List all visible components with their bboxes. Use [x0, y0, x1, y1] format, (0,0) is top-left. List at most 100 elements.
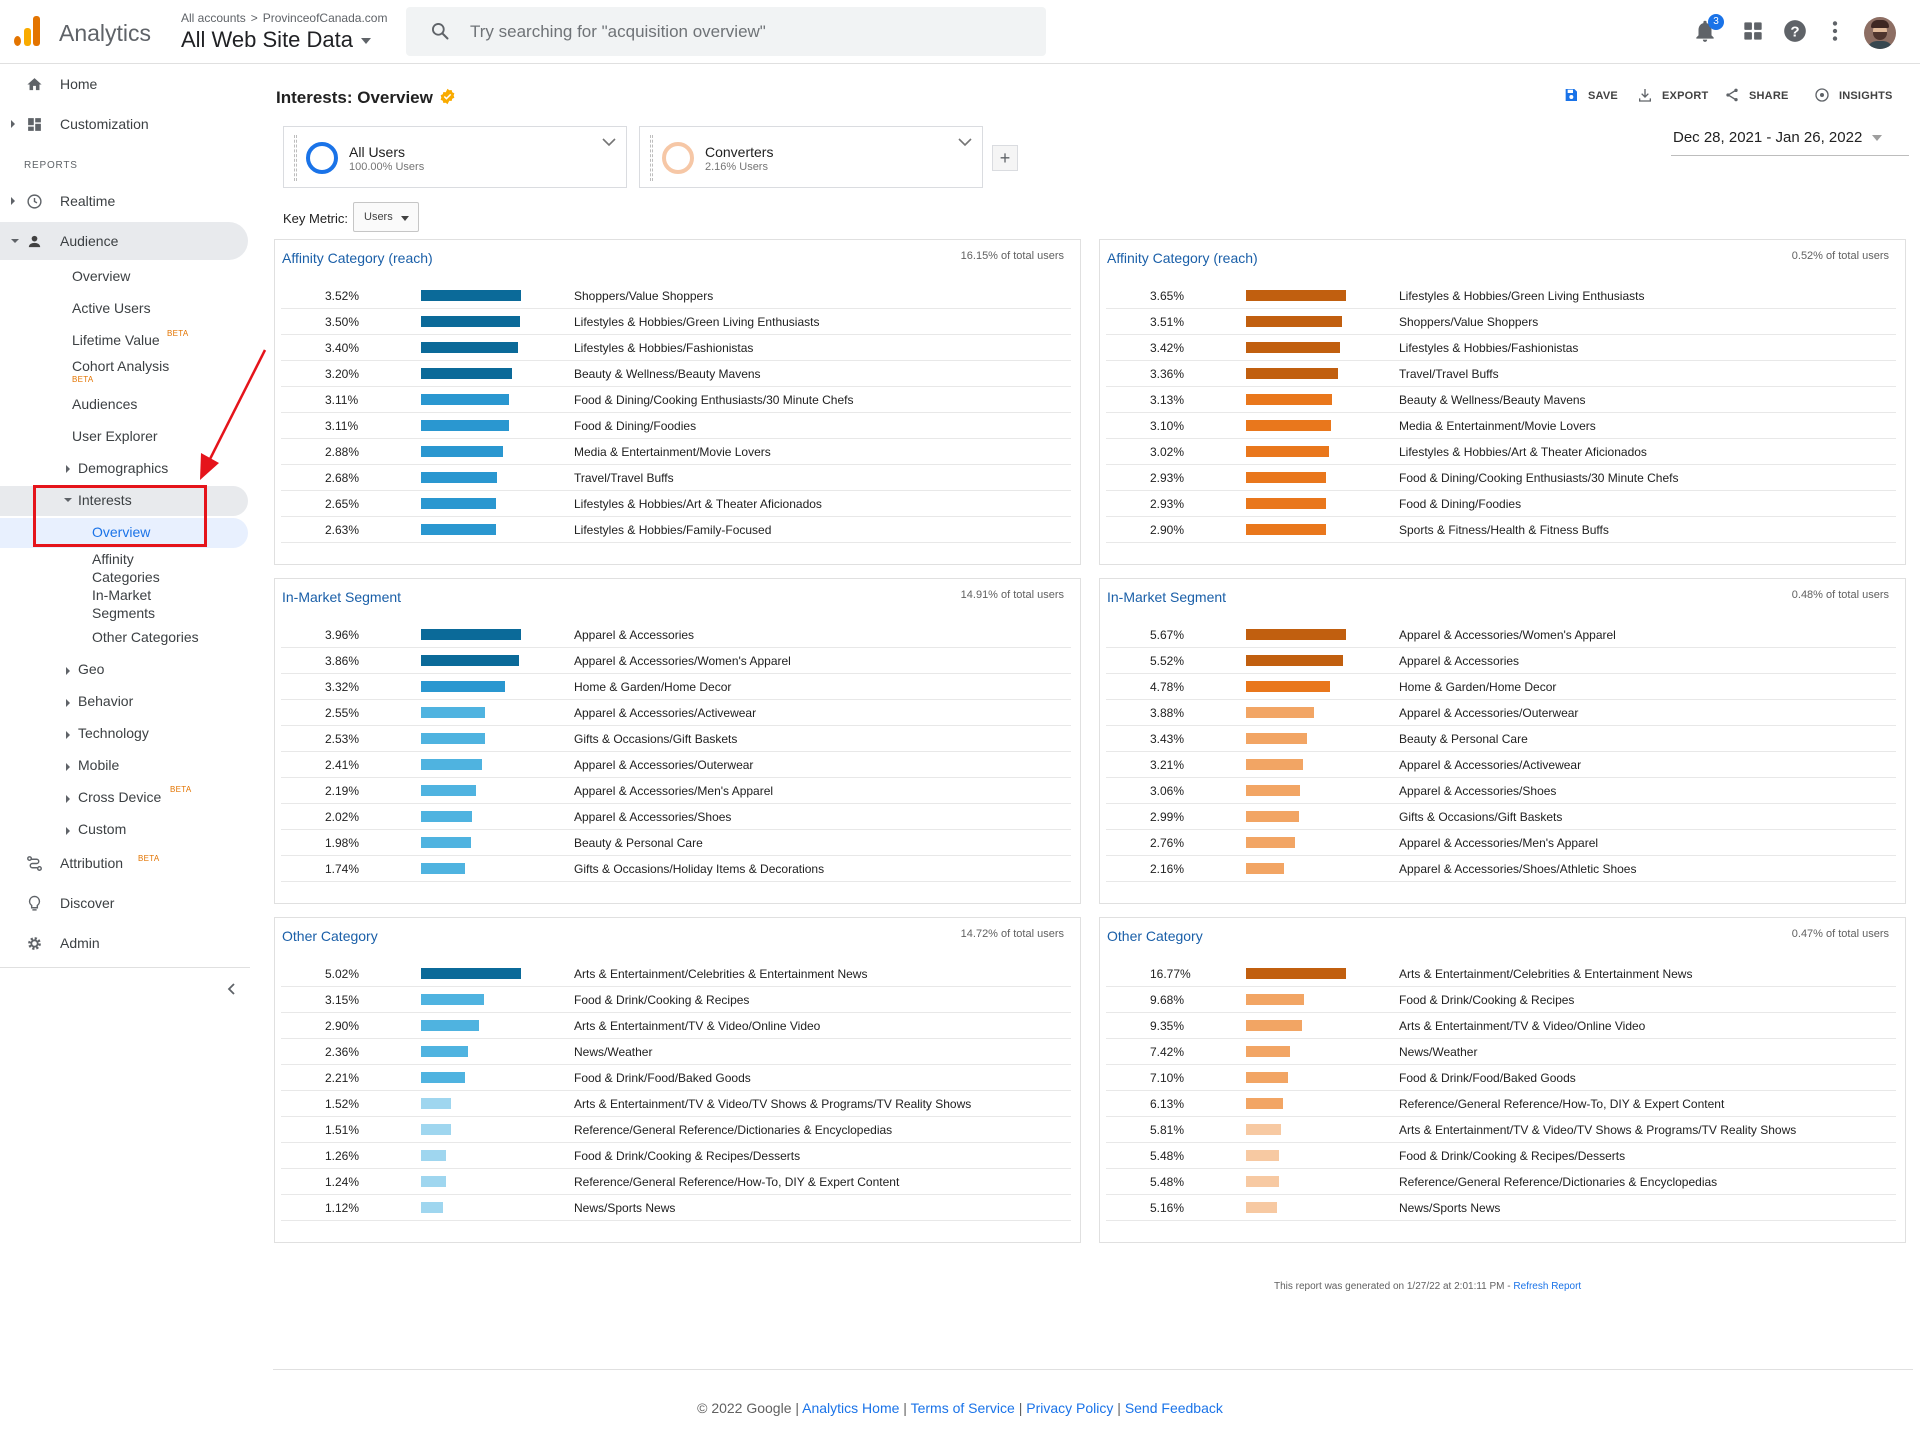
date-range-picker[interactable]: Dec 28, 2021 - Jan 26, 2022: [1673, 129, 1883, 146]
table-row[interactable]: 5.48% Reference/General Reference/Diction…: [1106, 1169, 1896, 1195]
sidebar-item-customization[interactable]: Customization: [0, 109, 250, 139]
table-row[interactable]: 2.93% Food & Dining/Cooking Enthusiasts/3…: [1106, 465, 1896, 491]
sidebar-item-admin[interactable]: Admin: [0, 928, 250, 958]
sidebar-item-discover[interactable]: Discover: [0, 888, 250, 918]
table-row[interactable]: 2.55% Apparel & Accessories/Activewear: [281, 700, 1071, 726]
table-row[interactable]: 2.65% Lifestyles & Hobbies/Art & Theater …: [281, 491, 1071, 517]
table-row[interactable]: 2.88% Media & Entertainment/Movie Lovers: [281, 439, 1071, 465]
table-row[interactable]: 9.35% Arts & Entertainment/TV & Video/Onl…: [1106, 1013, 1896, 1039]
footer-link-privacy[interactable]: Privacy Policy: [1026, 1400, 1114, 1416]
table-row[interactable]: 2.76% Apparel & Accessories/Men's Apparel: [1106, 830, 1896, 856]
table-row[interactable]: 2.41% Apparel & Accessories/Outerwear: [281, 752, 1071, 778]
table-row[interactable]: 5.02% Arts & Entertainment/Celebrities & …: [281, 961, 1071, 987]
table-row[interactable]: 3.88% Apparel & Accessories/Outerwear: [1106, 700, 1896, 726]
table-row[interactable]: 1.51% Reference/General Reference/Diction…: [281, 1117, 1071, 1143]
collapse-sidebar-chevron-icon[interactable]: [225, 982, 239, 996]
sidebar-item-home[interactable]: Home: [0, 69, 250, 99]
sidebar-item-affinity-categories[interactable]: Affinity Categories: [92, 550, 160, 586]
table-row[interactable]: 7.10% Food & Drink/Food/Baked Goods: [1106, 1065, 1896, 1091]
more-vert-icon[interactable]: [1822, 18, 1848, 44]
sidebar-item-audience-overview[interactable]: Overview: [72, 268, 131, 284]
table-row[interactable]: 2.16% Apparel & Accessories/Shoes/Athleti…: [1106, 856, 1896, 882]
table-row[interactable]: 3.15% Food & Drink/Cooking & Recipes: [281, 987, 1071, 1013]
sidebar-item-audiences[interactable]: Audiences: [72, 396, 138, 412]
account-selector[interactable]: All accounts > ProvinceofCanada.com All We…: [181, 11, 387, 53]
sidebar-item-other-categories[interactable]: Other Categories: [92, 629, 199, 645]
segment-all-users[interactable]: All Users 100.00% Users: [283, 126, 627, 188]
table-row[interactable]: 3.11% Food & Dining/Cooking Enthusiasts/3…: [281, 387, 1071, 413]
table-row[interactable]: 2.90% Sports & Fitness/Health & Fitness B…: [1106, 517, 1896, 543]
table-row[interactable]: 3.13% Beauty & Wellness/Beauty Mavens: [1106, 387, 1896, 413]
table-row[interactable]: 2.90% Arts & Entertainment/TV & Video/Onl…: [281, 1013, 1071, 1039]
sidebar-item-demographics[interactable]: Demographics: [78, 460, 169, 476]
panel-title-link[interactable]: In-Market Segment: [282, 589, 402, 605]
refresh-report-link[interactable]: Refresh Report: [1513, 1281, 1582, 1292]
table-row[interactable]: 6.13% Reference/General Reference/How-To,…: [1106, 1091, 1896, 1117]
table-row[interactable]: 2.68% Travel/Travel Buffs: [281, 465, 1071, 491]
table-row[interactable]: 1.12% News/Sports News: [281, 1195, 1071, 1221]
table-row[interactable]: 5.81% Arts & Entertainment/TV & Video/TV …: [1106, 1117, 1896, 1143]
chevron-down-icon[interactable]: [958, 137, 972, 147]
table-row[interactable]: 3.10% Media & Entertainment/Movie Lovers: [1106, 413, 1896, 439]
footer-link-feedback[interactable]: Send Feedback: [1124, 1400, 1223, 1416]
table-row[interactable]: 3.11% Food & Dining/Foodies: [281, 413, 1071, 439]
table-row[interactable]: 2.99% Gifts & Occasions/Gift Baskets: [1106, 804, 1896, 830]
table-row[interactable]: 3.65% Lifestyles & Hobbies/Green Living E…: [1106, 283, 1896, 309]
key-metric-select[interactable]: Users: [353, 202, 419, 232]
table-row[interactable]: 1.26% Food & Drink/Cooking & Recipes/Dess…: [281, 1143, 1071, 1169]
table-row[interactable]: 16.77% Arts & Entertainment/Celebrities &…: [1106, 961, 1896, 987]
table-row[interactable]: 1.74% Gifts & Occasions/Holiday Items & D…: [281, 856, 1071, 882]
table-row[interactable]: 3.40% Lifestyles & Hobbies/Fashionistas: [281, 335, 1071, 361]
sidebar-item-cohort-analysis[interactable]: Cohort Analysis: [72, 358, 170, 374]
table-row[interactable]: 3.06% Apparel & Accessories/Shoes: [1106, 778, 1896, 804]
drag-handle-icon[interactable]: [294, 135, 297, 181]
table-row[interactable]: 3.86% Apparel & Accessories/Women's Appar…: [281, 648, 1071, 674]
sidebar-item-realtime[interactable]: Realtime: [0, 186, 250, 216]
add-segment-button[interactable]: +: [992, 145, 1018, 171]
table-row[interactable]: 7.42% News/Weather: [1106, 1039, 1896, 1065]
table-row[interactable]: 2.19% Apparel & Accessories/Men's Apparel: [281, 778, 1071, 804]
footer-link-analytics-home[interactable]: Analytics Home: [802, 1400, 900, 1416]
table-row[interactable]: 1.52% Arts & Entertainment/TV & Video/TV …: [281, 1091, 1071, 1117]
sidebar-item-geo[interactable]: Geo: [78, 661, 105, 677]
panel-title-link[interactable]: In-Market Segment: [1107, 589, 1227, 605]
analytics-logo-icon[interactable]: [14, 16, 42, 46]
table-row[interactable]: 2.93% Food & Dining/Foodies: [1106, 491, 1896, 517]
sidebar-item-interests[interactable]: Interests: [78, 492, 132, 508]
table-row[interactable]: 2.21% Food & Drink/Food/Baked Goods: [281, 1065, 1071, 1091]
panel-title-link[interactable]: Other Category: [1107, 928, 1203, 944]
table-row[interactable]: 2.02% Apparel & Accessories/Shoes: [281, 804, 1071, 830]
table-row[interactable]: 3.02% Lifestyles & Hobbies/Art & Theater …: [1106, 439, 1896, 465]
table-row[interactable]: 9.68% Food & Drink/Cooking & Recipes: [1106, 987, 1896, 1013]
sidebar-item-behavior[interactable]: Behavior: [78, 693, 134, 709]
table-row[interactable]: 5.67% Apparel & Accessories/Women's Appar…: [1106, 622, 1896, 648]
table-row[interactable]: 3.50% Lifestyles & Hobbies/Green Living E…: [281, 309, 1071, 335]
help-icon[interactable]: ?: [1782, 18, 1808, 44]
sidebar-item-audience[interactable]: Audience: [0, 226, 250, 256]
table-row[interactable]: 1.24% Reference/General Reference/How-To,…: [281, 1169, 1071, 1195]
drag-handle-icon[interactable]: [650, 135, 653, 181]
sidebar-item-cross-device[interactable]: Cross Device: [78, 789, 162, 805]
sidebar-item-in-market-segments[interactable]: In-Market Segments: [92, 586, 155, 622]
sidebar-item-active-users[interactable]: Active Users: [72, 300, 151, 316]
table-row[interactable]: 3.21% Apparel & Accessories/Activewear: [1106, 752, 1896, 778]
table-row[interactable]: 4.78% Home & Garden/Home Decor: [1106, 674, 1896, 700]
table-row[interactable]: 3.51% Shoppers/Value Shoppers: [1106, 309, 1896, 335]
panel-title-link[interactable]: Affinity Category (reach): [282, 250, 433, 266]
view-selector[interactable]: All Web Site Data: [181, 27, 387, 53]
table-row[interactable]: 3.96% Apparel & Accessories: [281, 622, 1071, 648]
table-row[interactable]: 2.63% Lifestyles & Hobbies/Family-Focused: [281, 517, 1071, 543]
table-row[interactable]: 3.42% Lifestyles & Hobbies/Fashionistas: [1106, 335, 1896, 361]
segment-converters[interactable]: Converters 2.16% Users: [639, 126, 983, 188]
chevron-down-icon[interactable]: [602, 137, 616, 147]
table-row[interactable]: 2.53% Gifts & Occasions/Gift Baskets: [281, 726, 1071, 752]
panel-title-link[interactable]: Affinity Category (reach): [1107, 250, 1258, 266]
table-row[interactable]: 5.48% Food & Drink/Cooking & Recipes/Dess…: [1106, 1143, 1896, 1169]
table-row[interactable]: 1.98% Beauty & Personal Care: [281, 830, 1071, 856]
sidebar-item-user-explorer[interactable]: User Explorer: [72, 428, 158, 444]
table-row[interactable]: 3.43% Beauty & Personal Care: [1106, 726, 1896, 752]
sidebar-item-attribution[interactable]: Attribution: [0, 848, 250, 878]
sidebar-item-interests-overview[interactable]: Overview: [92, 524, 151, 540]
search-input[interactable]: [470, 7, 1030, 56]
app-name[interactable]: Analytics: [59, 20, 152, 46]
